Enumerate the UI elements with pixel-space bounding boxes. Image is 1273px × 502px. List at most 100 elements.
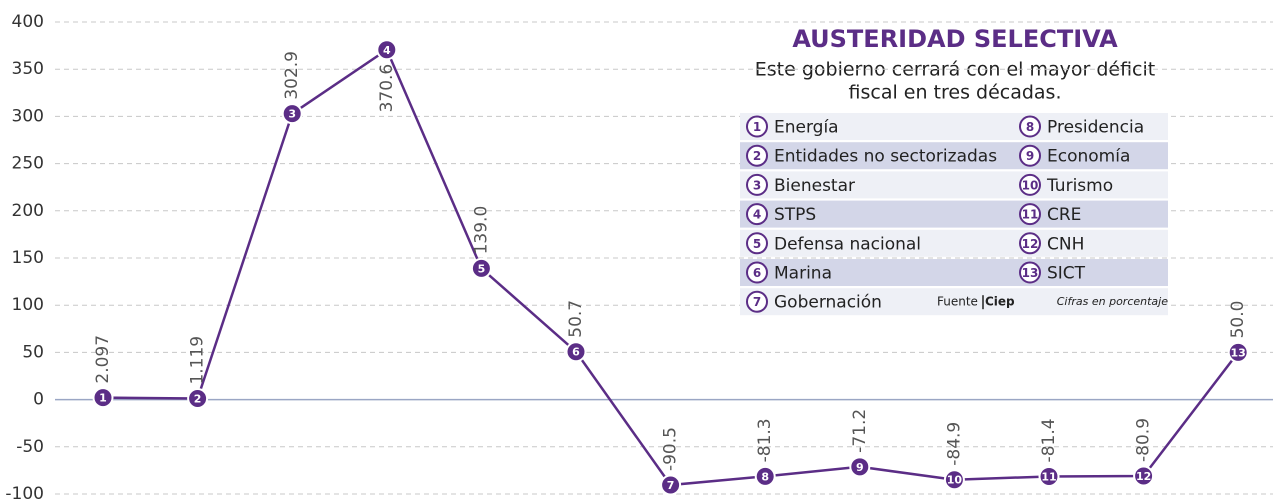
- point-number: 5: [478, 262, 486, 275]
- legend-row: [740, 171, 1168, 199]
- legend-label: Gobernación: [774, 293, 882, 313]
- legend-marker: [1019, 261, 1041, 284]
- point-number: 7: [667, 479, 675, 492]
- y-tick-label: -100: [5, 484, 44, 502]
- legend-marker: [1019, 232, 1041, 255]
- y-tick-label: 250: [12, 154, 44, 174]
- legend-label: Entidades no sectorizadas: [774, 147, 997, 167]
- point: [187, 388, 209, 410]
- legend-label: Bienestar: [774, 176, 855, 196]
- legend-number: 6: [753, 266, 761, 280]
- data-label: 302.9: [282, 51, 302, 100]
- point-number: 9: [856, 461, 864, 474]
- y-tick-label: -50: [16, 437, 44, 457]
- legend-number: 12: [1022, 237, 1039, 251]
- note: Cifras en porcentaje: [1057, 295, 1168, 308]
- legend-number: 3: [753, 178, 761, 192]
- point: [754, 465, 776, 487]
- legend-label: STPS: [774, 205, 816, 225]
- legend-label: CNH: [1047, 234, 1084, 254]
- data-label: -84.9: [944, 422, 964, 466]
- y-tick-label: 400: [12, 12, 44, 32]
- point: [660, 474, 682, 496]
- legend-number: 9: [1026, 149, 1034, 163]
- point-number: 4: [383, 44, 391, 57]
- legend-number: 2: [753, 149, 761, 163]
- data-label: -71.2: [850, 409, 870, 453]
- legend-label: SICT: [1047, 264, 1086, 284]
- point: [1133, 465, 1155, 487]
- point-number: 2: [194, 393, 202, 406]
- legend-label: Marina: [774, 264, 832, 284]
- data-label: 1.119: [188, 336, 208, 385]
- point-number: 12: [1136, 470, 1151, 483]
- legend-label: Presidencia: [1047, 118, 1144, 138]
- legend-label: Turismo: [1046, 176, 1113, 196]
- y-tick-label: 200: [12, 201, 44, 221]
- legend-marker: [746, 232, 768, 255]
- legend-marker: [1019, 203, 1041, 226]
- legend-marker: [1019, 144, 1041, 167]
- point: [943, 469, 965, 491]
- y-tick-label: 50: [22, 342, 44, 362]
- legend-row: [740, 229, 1168, 257]
- y-tick-label: 350: [12, 59, 44, 79]
- legend-marker: [746, 290, 768, 313]
- legend-label: Energía: [774, 118, 839, 138]
- point-number: 8: [761, 470, 769, 483]
- point: [376, 39, 398, 61]
- legend-row: [740, 288, 1168, 316]
- legend-row: [740, 113, 1168, 140]
- data-label: 370.6: [377, 64, 397, 113]
- source-label: Fuente: [937, 295, 978, 309]
- legend-row: [740, 259, 1168, 286]
- legend-row: [740, 200, 1168, 228]
- legend-label: Economía: [1047, 147, 1130, 167]
- point-number: 11: [1041, 470, 1056, 483]
- legend-marker: [746, 115, 768, 138]
- point: [565, 341, 587, 363]
- legend-number: 4: [753, 208, 761, 222]
- legend-number: 13: [1022, 266, 1039, 280]
- data-label: 50.0: [1228, 301, 1248, 339]
- legend-label: Defensa nacional: [774, 234, 921, 254]
- legend-label: CRE: [1047, 205, 1081, 225]
- point: [849, 456, 871, 478]
- point: [281, 103, 303, 125]
- point: [470, 257, 492, 279]
- data-label: -81.3: [755, 418, 775, 462]
- chart-title: AUSTERIDAD SELECTIVA: [792, 25, 1118, 53]
- legend-marker: [746, 203, 768, 226]
- point-number: 10: [947, 474, 963, 487]
- point: [92, 387, 114, 409]
- data-label: 50.7: [566, 300, 586, 338]
- legend-number: 5: [753, 237, 761, 251]
- point-number: 3: [288, 108, 296, 121]
- chart-subtitle: fiscal en tres décadas.: [849, 82, 1062, 104]
- y-tick-label: 100: [12, 295, 44, 315]
- legend-number: 10: [1022, 178, 1039, 192]
- legend-row: [740, 142, 1168, 170]
- legend-marker: [746, 144, 768, 167]
- point: [1038, 465, 1060, 487]
- legend-marker: [746, 261, 768, 284]
- data-label: -80.9: [1134, 418, 1154, 462]
- data-label: -81.4: [1039, 418, 1059, 462]
- legend-number: 7: [753, 295, 761, 309]
- point-number: 1: [99, 392, 107, 405]
- legend-marker: [1019, 173, 1041, 196]
- y-tick-label: 300: [12, 106, 44, 126]
- legend-number: 11: [1022, 208, 1039, 222]
- data-label: -90.5: [661, 427, 681, 471]
- y-tick-label: 150: [12, 248, 44, 268]
- legend-marker: [746, 173, 768, 196]
- point-number: 6: [572, 346, 580, 359]
- point-number: 13: [1231, 346, 1246, 359]
- data-label: 2.097: [93, 335, 113, 384]
- point: [1227, 341, 1249, 363]
- source: Ciep: [985, 295, 1015, 309]
- legend-marker: [1019, 115, 1041, 138]
- legend-number: 8: [1026, 120, 1034, 134]
- data-label: 139.0: [471, 206, 491, 255]
